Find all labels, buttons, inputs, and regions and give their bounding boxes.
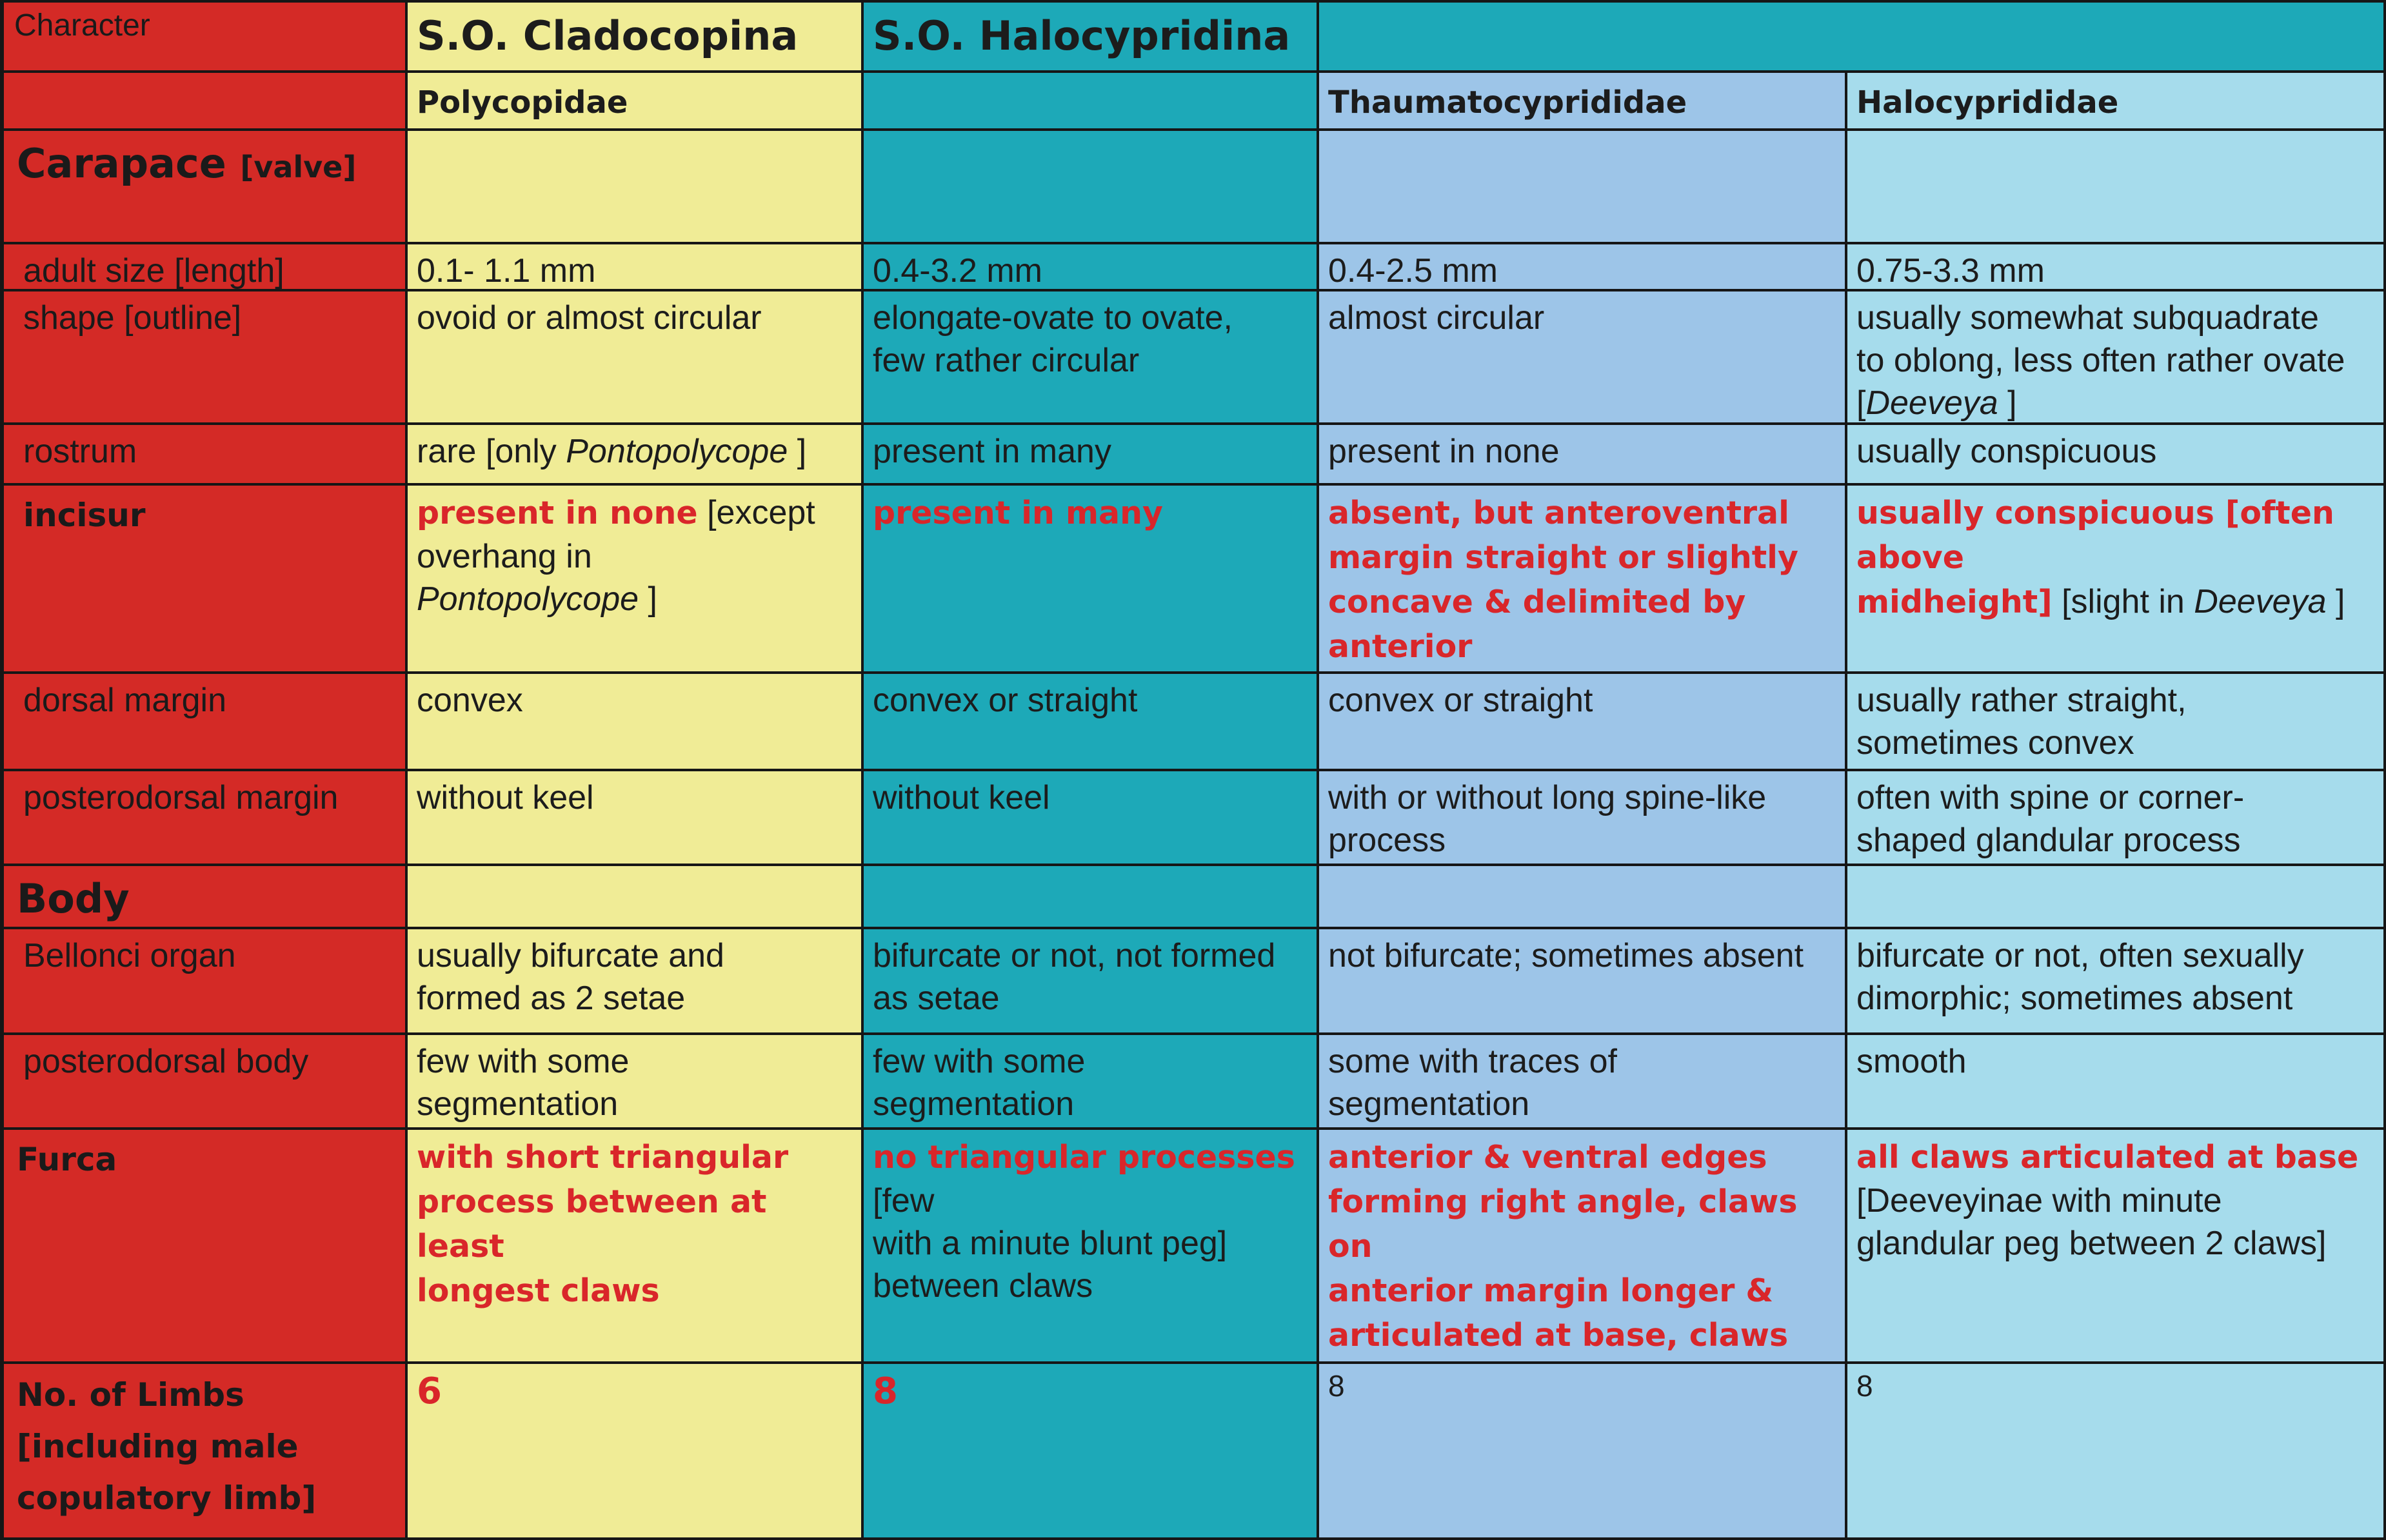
section-body-blank: [1319, 866, 1847, 929]
bellonci-thaumatocyprididae: not bifurcate; sometimes absent: [1319, 929, 1847, 1035]
shape-halocypridina: elongate-ovate to ovate, few rather circ…: [864, 291, 1319, 425]
shape-thaumatocyprididae: almost circular: [1319, 291, 1847, 425]
header-family-halocyprididae: Halocyprididae: [1847, 73, 2386, 131]
incisur-thaumatocyprididae: absent, but anteroventral margin straigh…: [1319, 486, 1847, 674]
dorsal-margin-halocyprididae: usually rather straight, sometimes conve…: [1847, 674, 2386, 771]
section-body-blank: [864, 866, 1319, 929]
posterodorsal-body-halocyprididae: smooth: [1847, 1035, 2386, 1130]
label-shape: shape [outline]: [0, 291, 408, 425]
section-carapace-blank: [408, 131, 864, 244]
label-posterodorsal-body: posterodorsal body: [0, 1035, 408, 1130]
limbs-halocyprididae: 8: [1847, 1364, 2386, 1540]
posterodorsal-margin-halocyprididae: often with spine or corner- shaped gland…: [1847, 771, 2386, 866]
bellonci-halocyprididae: bifurcate or not, often sexually dimorph…: [1847, 929, 2386, 1035]
shape-halocyprididae: usually somewhat subquadrate to oblong, …: [1847, 291, 2386, 425]
header-order-halocypridina-blank: [1847, 0, 2386, 73]
label-adult-size: adult size [length]: [0, 244, 408, 291]
section-carapace-blank: [864, 131, 1319, 244]
shape-cladocopina: ovoid or almost circular: [408, 291, 864, 425]
label-rostrum: rostrum: [0, 425, 408, 486]
label-furca: Furca: [0, 1130, 408, 1364]
posterodorsal-margin-cladocopina: without keel: [408, 771, 864, 866]
label-bellonci-organ: Bellonci organ: [0, 929, 408, 1035]
section-carapace: Carapace [valve]: [0, 131, 408, 244]
section-carapace-blank: [1319, 131, 1847, 244]
label-posterodorsal-margin: posterodorsal margin: [0, 771, 408, 866]
header-order-cladocopina-blank: [1319, 0, 1847, 73]
adult-size-thaumatocyprididae: 0.4-2.5 mm: [1319, 244, 1847, 291]
bellonci-cladocopina: usually bifurcate and formed as 2 setae: [408, 929, 864, 1035]
limbs-cladocopina: 6: [408, 1364, 864, 1540]
posterodorsal-body-thaumatocyprididae: some with traces of segmentation: [1319, 1035, 1847, 1130]
header-order-cladocopina: S.O. Cladocopina: [408, 0, 864, 73]
furca-cladocopina: with short triangular process between at…: [408, 1130, 864, 1364]
header-family-polycopidae: Polycopidae: [408, 73, 864, 131]
rostrum-cladocopina: rare [only Pontopolycope ]: [408, 425, 864, 486]
label-number-of-limbs: No. of Limbs [including male copulatory …: [0, 1364, 408, 1540]
furca-thaumatocyprididae: anterior & ventral edges forming right a…: [1319, 1130, 1847, 1364]
posterodorsal-body-halocypridina: few with some segmentation: [864, 1035, 1319, 1130]
bellonci-halocypridina: bifurcate or not, not formed as setae: [864, 929, 1319, 1035]
rostrum-halocyprididae: usually conspicuous: [1847, 425, 2386, 486]
posterodorsal-margin-thaumatocyprididae: with or without long spine-like process: [1319, 771, 1847, 866]
posterodorsal-margin-halocypridina: without keel: [864, 771, 1319, 866]
label-dorsal-margin: dorsal margin: [0, 674, 408, 771]
incisur-halocyprididae: usually conspicuous [often above midheig…: [1847, 486, 2386, 674]
header-family-thaumatocyprididae: Thaumatocyprididae: [1319, 73, 1847, 131]
rostrum-halocypridina: present in many: [864, 425, 1319, 486]
dorsal-margin-halocypridina: convex or straight: [864, 674, 1319, 771]
limbs-halocypridina: 8: [864, 1364, 1319, 1540]
header-order-halocypridina: S.O. Halocypridina: [864, 0, 1319, 73]
section-body-blank: [1847, 866, 2386, 929]
posterodorsal-body-cladocopina: few with some segmentation: [408, 1035, 864, 1130]
header-character: Character: [0, 0, 408, 73]
furca-halocypridina: no triangular processes [few with a minu…: [864, 1130, 1319, 1364]
incisur-halocypridina: present in many: [864, 486, 1319, 674]
section-carapace-blank: [1847, 131, 2386, 244]
adult-size-halocypridina: 0.4-3.2 mm: [864, 244, 1319, 291]
section-body: Body: [0, 866, 408, 929]
dorsal-margin-thaumatocyprididae: convex or straight: [1319, 674, 1847, 771]
rostrum-thaumatocyprididae: present in none: [1319, 425, 1847, 486]
label-incisur: incisur: [0, 486, 408, 674]
dorsal-margin-cladocopina: convex: [408, 674, 864, 771]
header-character-blank: [0, 73, 408, 131]
section-body-blank: [408, 866, 864, 929]
limbs-thaumatocyprididae: 8: [1319, 1364, 1847, 1540]
adult-size-halocyprididae: 0.75-3.3 mm: [1847, 244, 2386, 291]
adult-size-cladocopina: 0.1- 1.1 mm: [408, 244, 864, 291]
furca-halocyprididae: all claws articulated at base [Deeveyina…: [1847, 1130, 2386, 1364]
header-family-blank: [864, 73, 1319, 131]
incisur-cladocopina: present in none [except overhang in Pont…: [408, 486, 864, 674]
